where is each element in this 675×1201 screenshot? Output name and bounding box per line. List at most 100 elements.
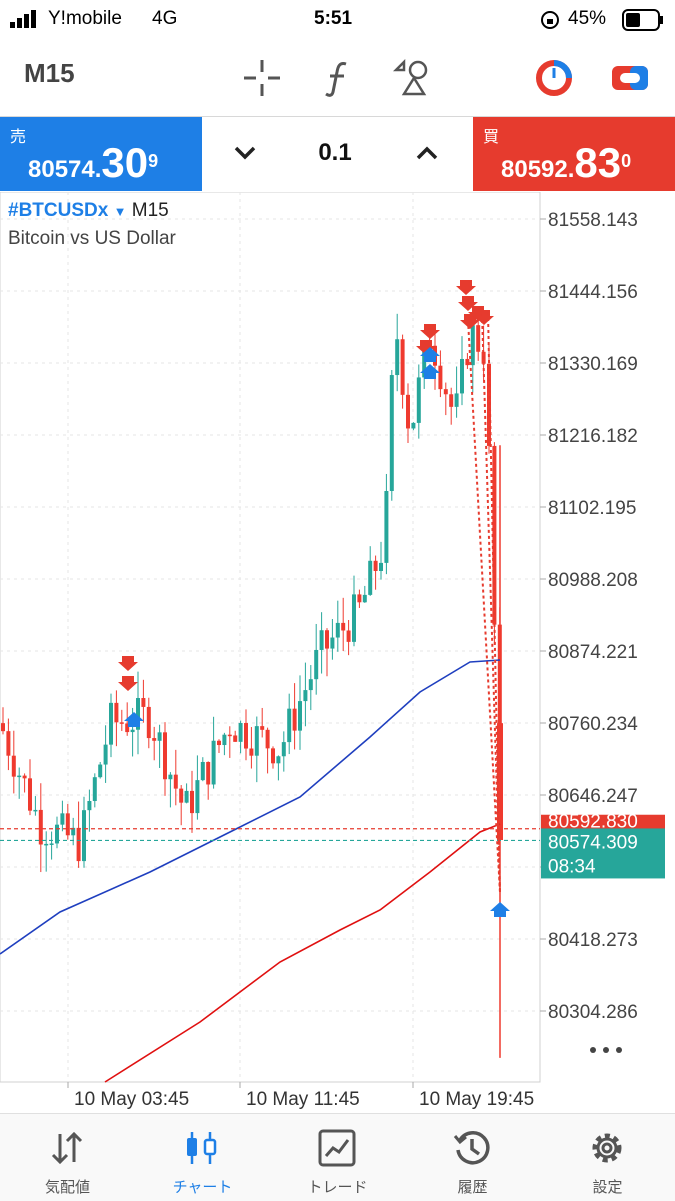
nav-chart[interactable]: チャート (135, 1114, 270, 1201)
symbol-name[interactable]: #BTCUSDx (8, 200, 109, 221)
trade-icon (318, 1129, 356, 1167)
candle-body (265, 729, 270, 749)
candle-body (103, 744, 108, 765)
candle-body (368, 560, 373, 595)
sell-button[interactable]: 売 80574.309 (0, 117, 202, 191)
nav-label-trade: トレード (307, 1179, 368, 1196)
candle-countdown-label: 08:34 (548, 856, 596, 877)
candlestick-chart[interactable]: 81558.143 81444.156 81330.169 81216.182 8110… (0, 192, 675, 1112)
candle-body (249, 748, 254, 756)
candle-body (200, 761, 205, 781)
sell-arrow (456, 280, 476, 295)
buy-button[interactable]: 買 80592.830 (473, 117, 675, 191)
candle-body (244, 723, 248, 749)
time-label: 10 May 03:45 (74, 1089, 189, 1110)
candle-body (163, 732, 167, 780)
sell-arrow (416, 340, 436, 355)
candle-body (184, 790, 189, 803)
candle-body (346, 630, 351, 642)
price-label: 81216.182 (548, 426, 638, 447)
candle-body (141, 698, 146, 707)
trade-signals (118, 280, 510, 917)
candle-body (152, 738, 157, 741)
candle-body (476, 325, 481, 352)
decrease-lot-icon[interactable] (232, 143, 258, 163)
nav-trade[interactable]: トレード (270, 1114, 405, 1201)
ma-slow-line (104, 823, 501, 1083)
quotes-icon (51, 1131, 83, 1165)
sell-arrow (458, 296, 478, 311)
candle-body (254, 726, 259, 756)
candle-body (443, 389, 448, 395)
rotation-lock-icon (541, 11, 559, 29)
candle-body (352, 594, 356, 642)
price-chart[interactable]: 81558.143 81444.156 81330.169 81216.182 8110… (0, 192, 675, 1112)
symbol-line: #BTCUSDx ▼ M15 (8, 200, 169, 222)
symbol-dropdown-icon[interactable]: ▼ (113, 204, 127, 219)
carrier-name: Y!mobile (48, 8, 122, 29)
candle-body (384, 490, 389, 563)
candle-body (379, 562, 383, 572)
price-label: 80646.247 (548, 786, 638, 807)
candle-body (33, 809, 38, 812)
bottom-navigation: 気配値 チャート トレード 履歴 設定 (0, 1113, 675, 1201)
ask-price-tag (541, 814, 665, 829)
symbol-description: Bitcoin vs US Dollar (8, 228, 176, 249)
nav-label-history: 履歴 (457, 1179, 488, 1196)
candle-body (276, 756, 281, 764)
candle-body (238, 723, 243, 742)
buy-arrow (420, 347, 440, 362)
shapes-icon[interactable] (392, 56, 436, 100)
grid (0, 192, 540, 1082)
moving-averages (0, 659, 540, 1083)
candle-body (497, 723, 503, 841)
candle-body (303, 690, 308, 702)
price-axis: 81558.143 81444.156 81330.169 81216.182 8110… (540, 210, 665, 1023)
buy-label: 買 (483, 129, 500, 146)
time-label: 10 May 11:45 (246, 1089, 360, 1110)
candle-body (119, 722, 124, 724)
lot-size[interactable]: 0.1 (318, 139, 352, 166)
candle-body (49, 843, 54, 845)
candle-body (76, 827, 81, 862)
candle-body (92, 777, 97, 802)
candle-body (389, 375, 394, 491)
candle-body (217, 740, 221, 746)
candle-body (157, 732, 162, 741)
timeframe-button[interactable]: M15 (24, 58, 75, 88)
toggle-icon[interactable] (608, 56, 652, 100)
plot-frame (0, 192, 541, 1083)
trade-link-line (487, 311, 501, 893)
price-label: 80418.273 (548, 930, 638, 951)
candle-body (71, 827, 76, 836)
candle-body (298, 701, 302, 731)
function-icon[interactable] (316, 56, 360, 100)
sell-arrow (118, 656, 138, 671)
more-options-icon[interactable] (588, 1044, 624, 1056)
status-bar: Y!mobile 4G 5:51 45% (0, 0, 675, 40)
candle-body (271, 748, 275, 764)
increase-lot-icon[interactable] (414, 143, 440, 163)
candle-body (211, 740, 216, 785)
candle-body (179, 788, 184, 803)
nav-label-chart: チャート (172, 1179, 233, 1196)
candle-body (314, 649, 319, 680)
candle-body (416, 377, 421, 423)
crosshair-icon[interactable] (240, 56, 284, 100)
candle-body (362, 594, 367, 603)
sell-label: 売 (10, 129, 27, 146)
candle-body (470, 325, 475, 366)
candle-body (98, 764, 103, 778)
candle-body (492, 445, 497, 625)
nav-quotes[interactable]: 気配値 (0, 1114, 135, 1201)
signal-icon (10, 10, 36, 28)
candle-body (44, 843, 49, 846)
price-label: 80760.234 (548, 714, 638, 735)
nav-settings[interactable]: 設定 (540, 1114, 675, 1201)
nav-history[interactable]: 履歴 (405, 1114, 540, 1201)
price-label: 80988.208 (548, 570, 638, 591)
candle-body (87, 801, 92, 811)
indicator-icon[interactable] (532, 56, 576, 100)
candle-body (325, 630, 329, 649)
clock: 5:51 (314, 8, 353, 29)
